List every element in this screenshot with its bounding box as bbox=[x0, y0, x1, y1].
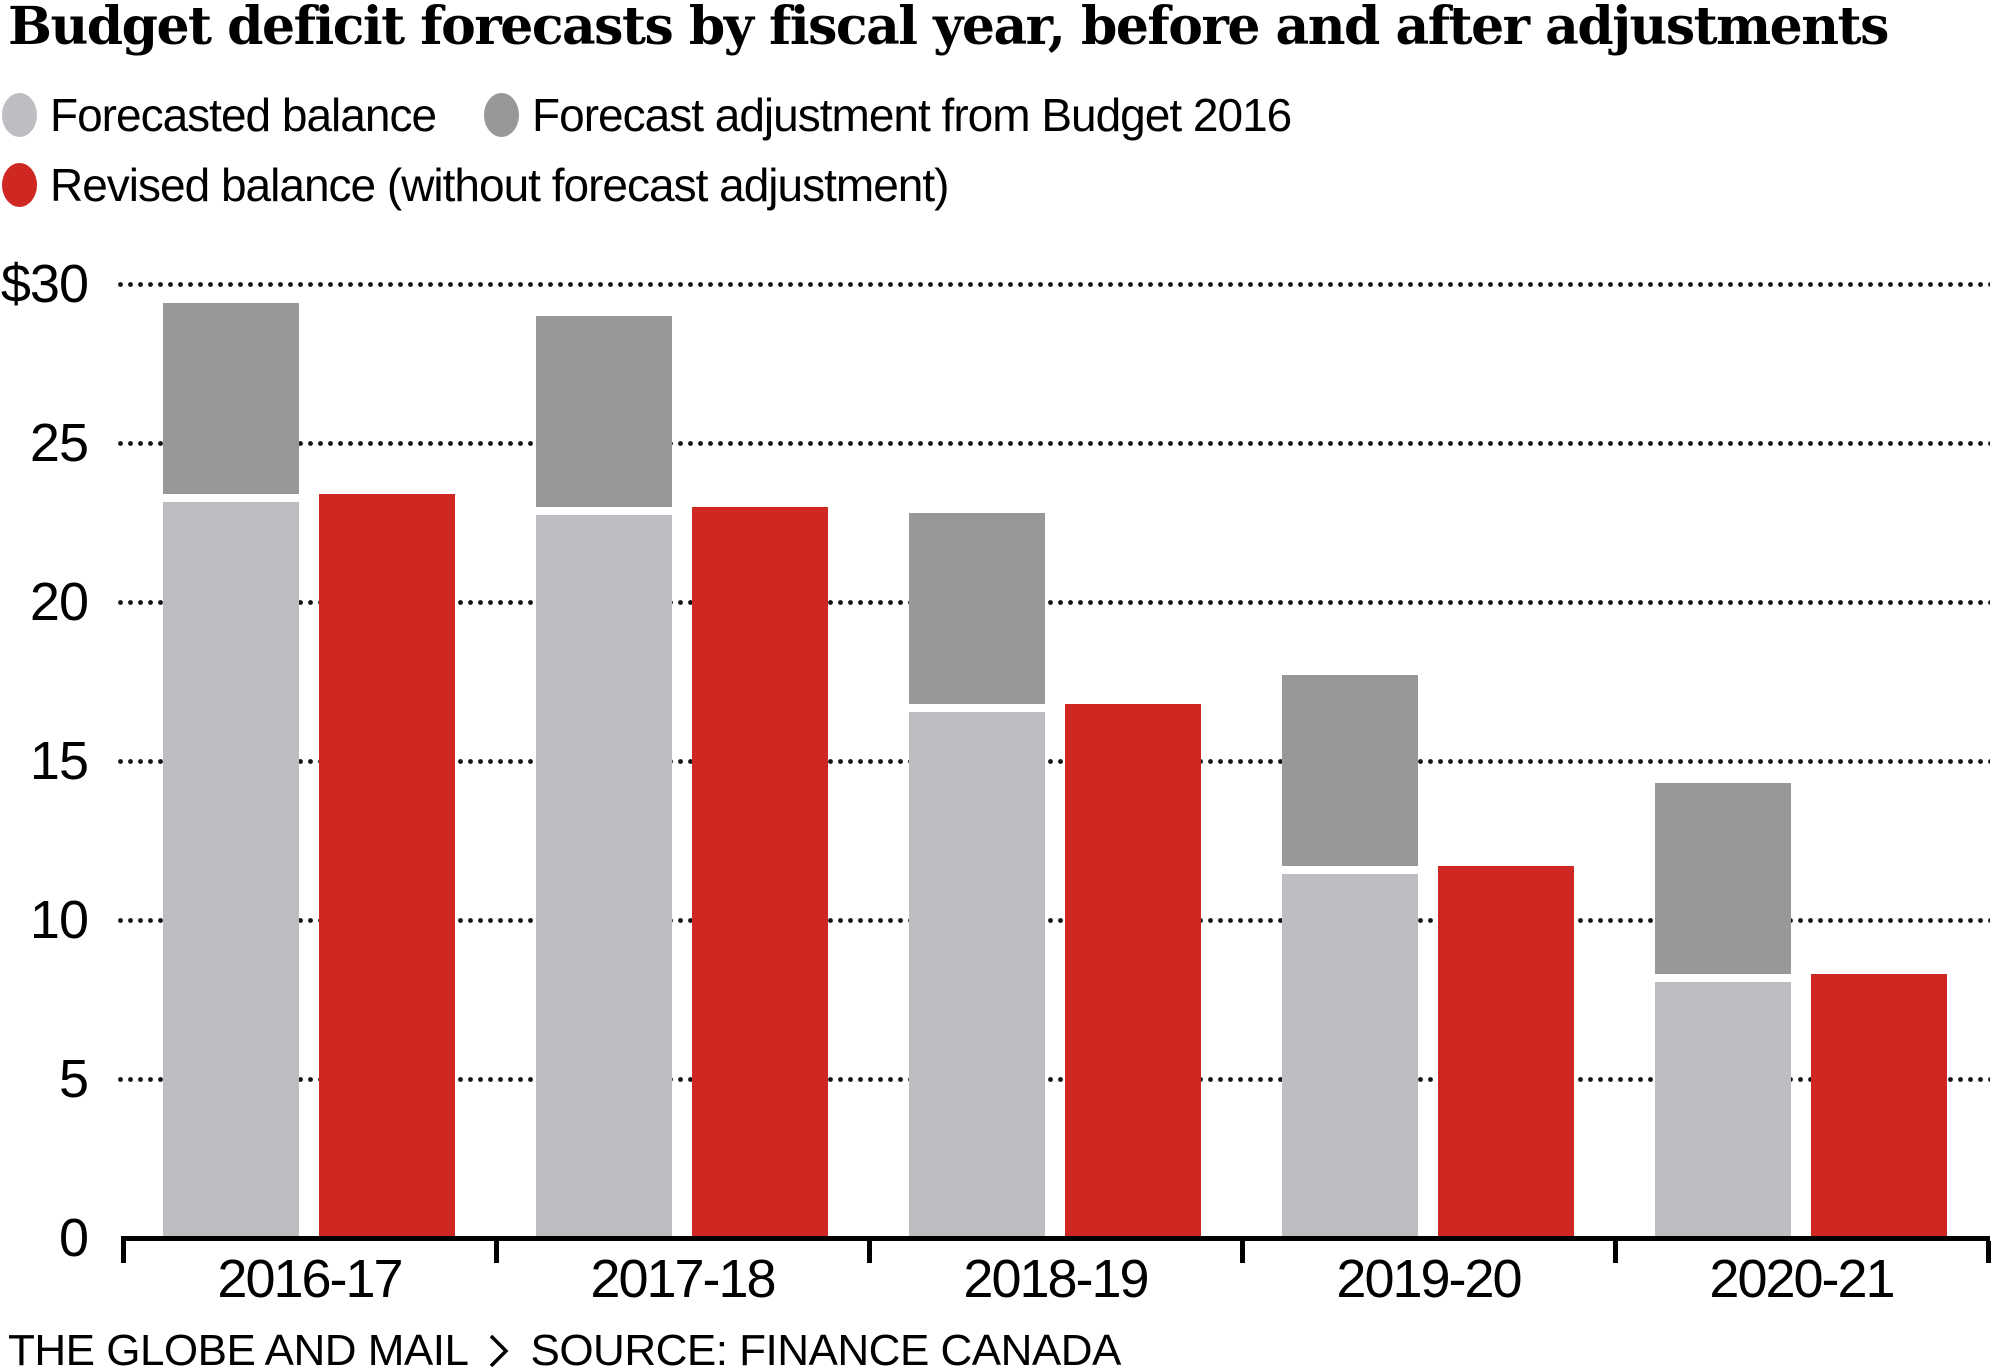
x-axis-tick bbox=[494, 1241, 499, 1263]
legend-item-forecasted-balance: Forecasted balance bbox=[2, 89, 437, 141]
footer-credit: THE GLOBE AND MAIL SOURCE: FINANCE CANAD… bbox=[8, 1326, 1121, 1367]
x-axis-tick bbox=[867, 1241, 872, 1263]
y-gridline bbox=[118, 759, 1990, 764]
legend-row-1: Forecasted balance Forecast adjustment f… bbox=[2, 89, 1292, 141]
x-axis-tick bbox=[1613, 1241, 1618, 1263]
source-credit: SOURCE: FINANCE CANADA bbox=[530, 1326, 1121, 1367]
x-axis-label: 2019-20 bbox=[1336, 1249, 1522, 1309]
legend-label: Revised balance (without forecast adjust… bbox=[50, 159, 949, 211]
chart-title: Budget deficit forecasts by fiscal year,… bbox=[8, 0, 1889, 57]
legend-label: Forecasted balance bbox=[50, 89, 437, 141]
bar-forecasted-balance bbox=[909, 712, 1045, 1238]
y-gridline bbox=[118, 1077, 1990, 1082]
bar-revised-balance bbox=[1065, 704, 1201, 1238]
bar-forecast-adjustment bbox=[909, 513, 1045, 704]
y-gridline bbox=[118, 282, 1990, 287]
x-axis-label: 2020-21 bbox=[1709, 1249, 1895, 1309]
y-axis-label: 25 bbox=[29, 413, 89, 473]
y-axis-label: 0 bbox=[58, 1208, 89, 1268]
bar-revised-balance bbox=[1438, 866, 1574, 1238]
forecasted-balance-swatch-icon bbox=[2, 93, 37, 138]
revised-balance-swatch-icon bbox=[2, 163, 37, 208]
y-axis-label: 20 bbox=[29, 572, 89, 632]
x-axis-label: 2016-17 bbox=[217, 1249, 403, 1309]
y-gridline bbox=[118, 441, 1990, 446]
bar-forecasted-balance bbox=[163, 502, 299, 1238]
bar-forecast-adjustment bbox=[536, 316, 672, 507]
bar-revised-balance bbox=[1811, 974, 1947, 1238]
legend-row-2: Revised balance (without forecast adjust… bbox=[2, 159, 949, 211]
bar-revised-balance bbox=[319, 494, 455, 1238]
y-gridline bbox=[118, 918, 1990, 923]
bar-forecasted-balance bbox=[1655, 982, 1791, 1238]
y-axis-label: 10 bbox=[29, 890, 89, 950]
x-axis-tick bbox=[1240, 1241, 1245, 1263]
y-axis-label: $30 bbox=[0, 254, 89, 314]
bar-forecasted-balance bbox=[1282, 874, 1418, 1238]
bar-revised-balance bbox=[692, 507, 828, 1238]
chevron-right-icon bbox=[484, 1333, 514, 1367]
bar-forecasted-balance bbox=[536, 515, 672, 1238]
x-axis-line bbox=[121, 1236, 1990, 1241]
x-axis-label: 2017-18 bbox=[590, 1249, 776, 1309]
brand-name: THE GLOBE AND MAIL bbox=[8, 1326, 469, 1367]
y-gridline bbox=[118, 600, 1990, 605]
forecast-adjustment-swatch-icon bbox=[484, 93, 520, 138]
legend-label: Forecast adjustment from Budget 2016 bbox=[532, 89, 1292, 141]
legend-item-forecast-adjustment: Forecast adjustment from Budget 2016 bbox=[484, 89, 1292, 141]
y-axis-label: 15 bbox=[29, 731, 89, 791]
y-axis-label: 5 bbox=[58, 1049, 89, 1109]
x-axis-tick bbox=[1986, 1241, 1991, 1263]
legend-item-revised-balance: Revised balance (without forecast adjust… bbox=[2, 159, 949, 211]
bar-forecast-adjustment bbox=[163, 303, 299, 494]
x-axis-label: 2018-19 bbox=[963, 1249, 1149, 1309]
bar-forecast-adjustment bbox=[1655, 783, 1791, 974]
bar-forecast-adjustment bbox=[1282, 675, 1418, 866]
x-axis-tick bbox=[121, 1241, 126, 1263]
